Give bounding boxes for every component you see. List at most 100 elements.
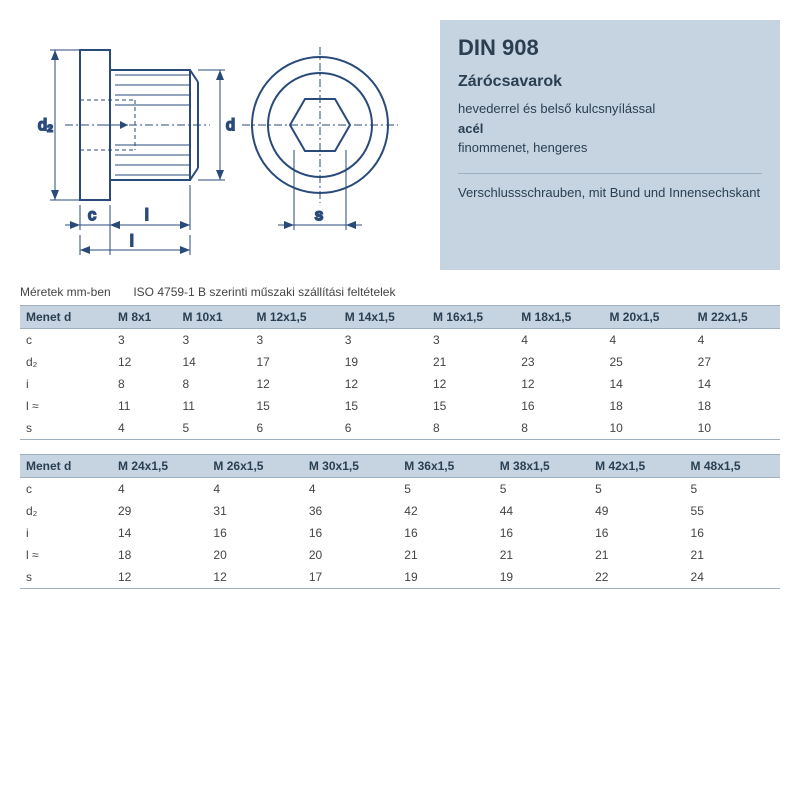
column-header: M 10x1 [177, 306, 251, 329]
cell: 19 [339, 351, 427, 373]
cell: 17 [251, 351, 339, 373]
info-box: DIN 908 Zárócsavarok hevederrel és belső… [440, 20, 780, 270]
column-header: M 14x1,5 [339, 306, 427, 329]
column-header: M 30x1,5 [303, 455, 398, 478]
dim-d2: d₂ [38, 117, 53, 134]
table-row: c33333444 [20, 329, 780, 352]
cell: 12 [112, 351, 177, 373]
cell: 18 [112, 544, 207, 566]
cell: 3 [112, 329, 177, 352]
cell: 31 [207, 500, 302, 522]
spec-table-2: Menet dM 24x1,5M 26x1,5M 30x1,5M 36x1,5M… [20, 454, 780, 589]
cell: 4 [603, 329, 691, 352]
cell: 3 [427, 329, 515, 352]
cell: 55 [685, 500, 780, 522]
row-label: s [20, 417, 112, 440]
cell: 12 [112, 566, 207, 589]
product-title: Zárócsavarok [458, 73, 762, 91]
cell: 3 [339, 329, 427, 352]
row-label: c [20, 329, 112, 352]
cell: 5 [398, 478, 493, 501]
cell: 15 [339, 395, 427, 417]
column-header: M 48x1,5 [685, 455, 780, 478]
column-header: M 12x1,5 [251, 306, 339, 329]
cell: 29 [112, 500, 207, 522]
table-row: d₂29313642444955 [20, 500, 780, 522]
cell: 14 [112, 522, 207, 544]
row-label: s [20, 566, 112, 589]
cell: 24 [685, 566, 780, 589]
row-label: c [20, 478, 112, 501]
cell: 17 [303, 566, 398, 589]
units-label: Méretek mm-ben [20, 285, 130, 299]
cell: 3 [251, 329, 339, 352]
row-label: l ≈ [20, 544, 112, 566]
cell: 18 [603, 395, 691, 417]
dim-c: c [88, 207, 96, 224]
cell: 21 [427, 351, 515, 373]
cell: 8 [112, 373, 177, 395]
cell: 44 [494, 500, 589, 522]
column-header: M 26x1,5 [207, 455, 302, 478]
desc-bold: acél [458, 121, 483, 136]
cell: 4 [112, 417, 177, 440]
dim-d: d [226, 117, 235, 134]
cell: 22 [589, 566, 684, 589]
row-label: i [20, 522, 112, 544]
row-label: d₂ [20, 351, 112, 373]
cell: 36 [303, 500, 398, 522]
cell: 8 [177, 373, 251, 395]
cell: 12 [427, 373, 515, 395]
cell: 3 [177, 329, 251, 352]
cell: 10 [692, 417, 780, 440]
table-row: d₂1214171921232527 [20, 351, 780, 373]
technical-diagram: d₂ d c i [20, 20, 420, 270]
table-row: i14161616161616 [20, 522, 780, 544]
column-header: M 24x1,5 [112, 455, 207, 478]
cell: 21 [398, 544, 493, 566]
cell: 21 [494, 544, 589, 566]
standard-label: ISO 4759-1 B szerinti műszaki szállítási… [133, 285, 395, 299]
product-description-de: Verschlussschrauben, mit Bund und Innens… [458, 184, 762, 202]
cell: 21 [685, 544, 780, 566]
product-description: hevederrel és belső kulcsnyílással acél … [458, 99, 762, 158]
cell: 14 [692, 373, 780, 395]
cell: 16 [398, 522, 493, 544]
cell: 25 [603, 351, 691, 373]
row-label: i [20, 373, 112, 395]
cell: 14 [177, 351, 251, 373]
cell: 12 [339, 373, 427, 395]
cell: 15 [427, 395, 515, 417]
cell: 19 [494, 566, 589, 589]
desc-line2: finommenet, hengeres [458, 140, 587, 155]
cell: 12 [207, 566, 302, 589]
cell: 15 [251, 395, 339, 417]
meta-line: Méretek mm-ben ISO 4759-1 B szerinti műs… [20, 285, 780, 299]
cell: 16 [515, 395, 603, 417]
cell: 5 [494, 478, 589, 501]
table-row: s4566881010 [20, 417, 780, 440]
cell: 5 [589, 478, 684, 501]
table-row: l ≈1111151515161818 [20, 395, 780, 417]
column-header: M 8x1 [112, 306, 177, 329]
cell: 4 [515, 329, 603, 352]
table-row: s12121719192224 [20, 566, 780, 589]
cell: 5 [685, 478, 780, 501]
cell: 23 [515, 351, 603, 373]
cell: 16 [207, 522, 302, 544]
cell: 8 [515, 417, 603, 440]
cell: 14 [603, 373, 691, 395]
dim-i: i [145, 207, 149, 224]
column-header: M 36x1,5 [398, 455, 493, 478]
cell: 27 [692, 351, 780, 373]
spec-table-1: Menet dM 8x1M 10x1M 12x1,5M 14x1,5M 16x1… [20, 305, 780, 440]
cell: 5 [177, 417, 251, 440]
dim-s: s [315, 207, 323, 224]
cell: 16 [685, 522, 780, 544]
column-header: M 22x1,5 [692, 306, 780, 329]
cell: 16 [303, 522, 398, 544]
cell: 8 [427, 417, 515, 440]
cell: 20 [303, 544, 398, 566]
cell: 20 [207, 544, 302, 566]
cell: 16 [494, 522, 589, 544]
